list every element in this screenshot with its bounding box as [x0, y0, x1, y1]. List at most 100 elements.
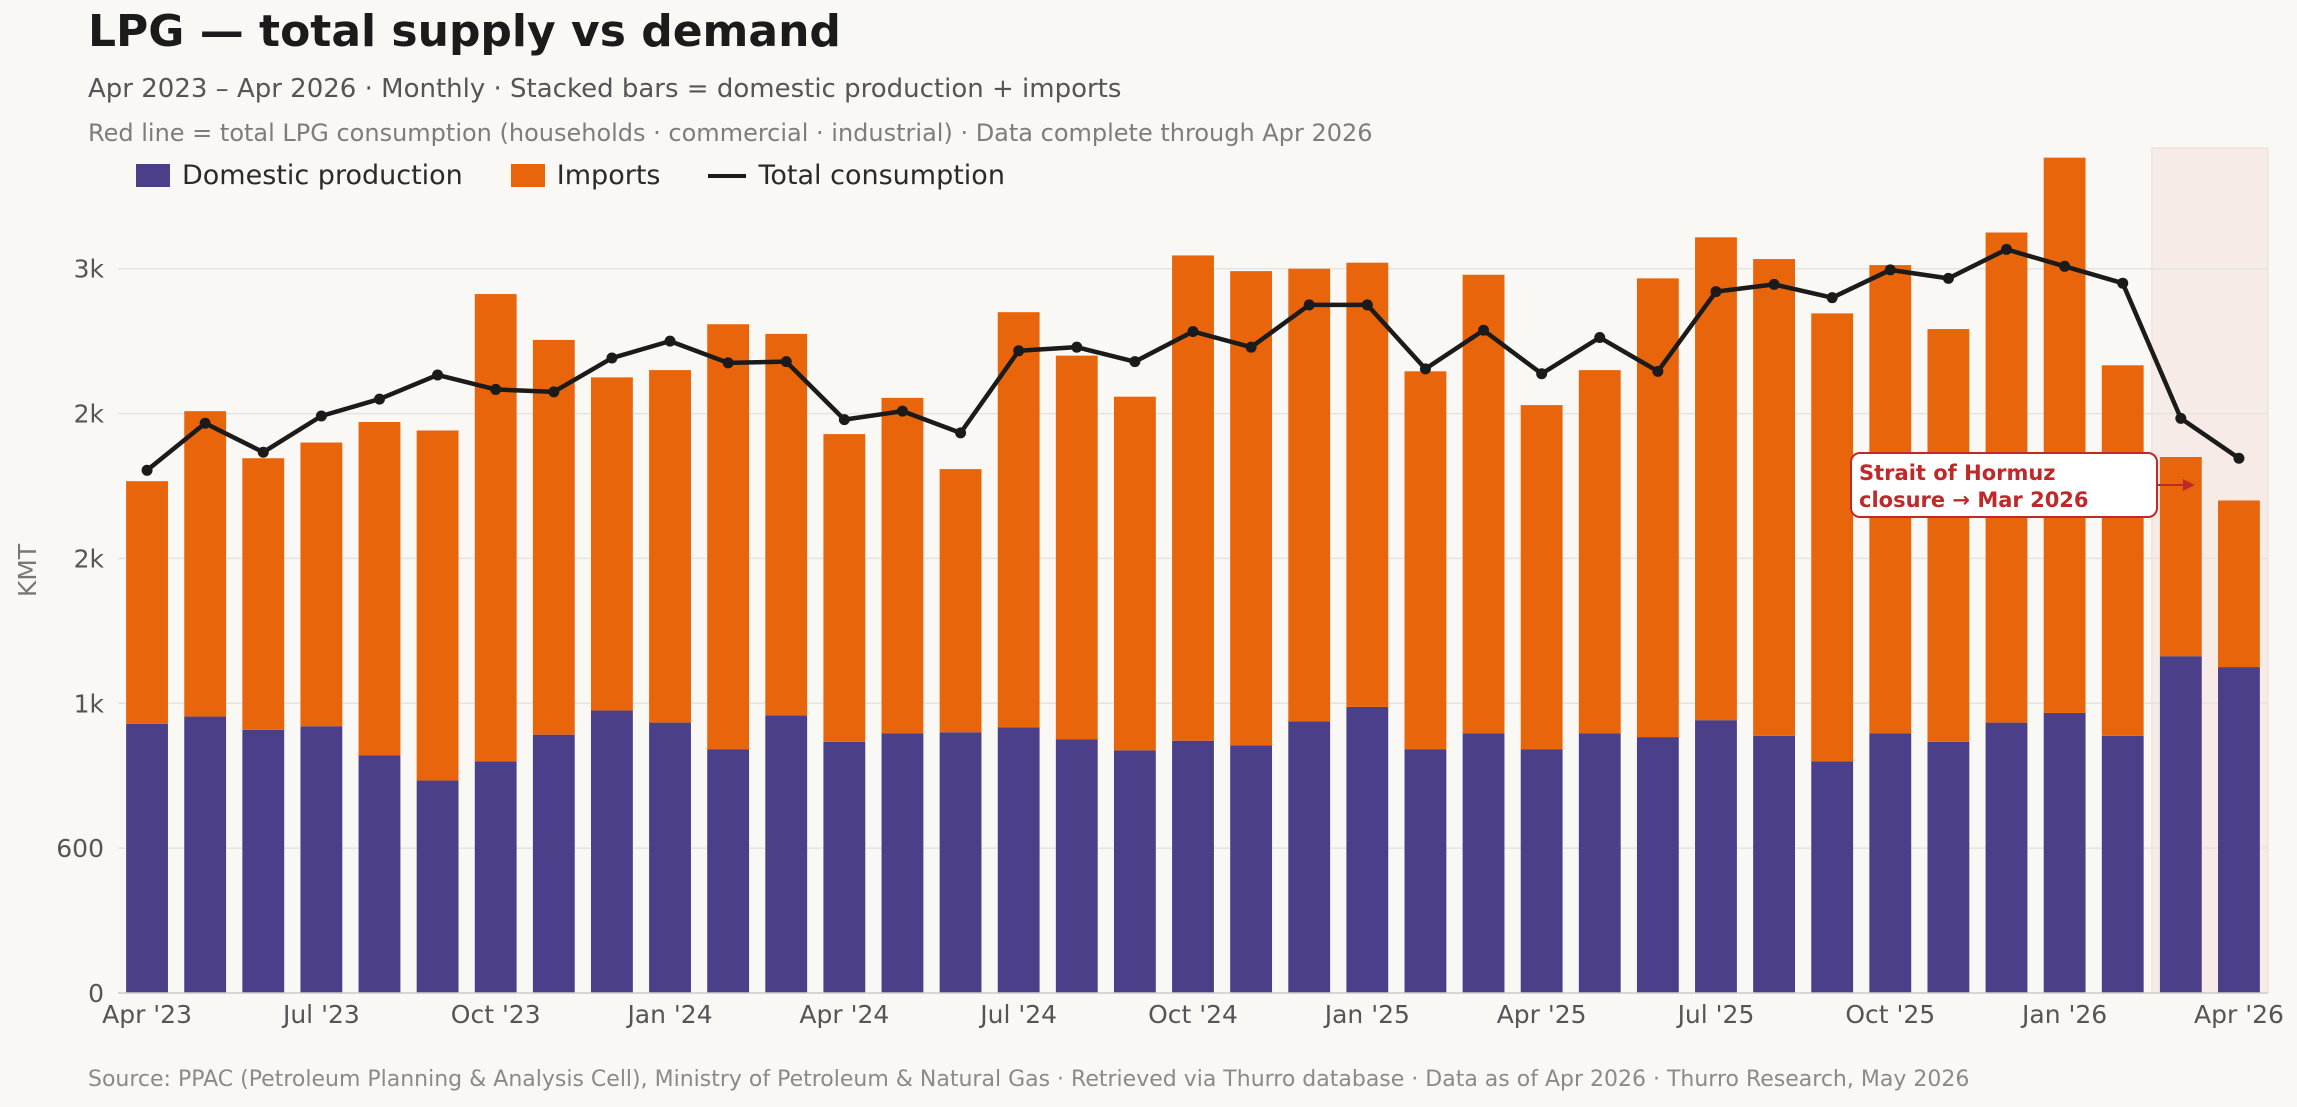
- bar-imports: [997, 312, 1040, 728]
- consumption-point: [606, 352, 618, 364]
- bar-domestic: [707, 749, 750, 993]
- y-tick-label: 600: [56, 834, 104, 863]
- consumption-point: [141, 464, 153, 476]
- bar-domestic: [358, 755, 401, 993]
- bar-domestic: [1113, 750, 1156, 993]
- x-tick-label: Oct '24: [1148, 1000, 1238, 1029]
- bar-domestic: [765, 715, 808, 993]
- bar-domestic: [1985, 722, 2028, 993]
- bar-domestic: [1695, 720, 1737, 993]
- legend-swatch-consumption: [708, 173, 747, 178]
- bar-imports: [358, 422, 401, 756]
- bar-domestic: [2101, 735, 2144, 993]
- bar-imports: [1927, 329, 1970, 742]
- bar-imports: [707, 324, 750, 750]
- consumption-point: [1884, 264, 1896, 276]
- bar-imports: [1113, 396, 1156, 751]
- chart-title: LPG — total supply vs demand: [88, 6, 841, 57]
- bar-domestic: [184, 716, 227, 993]
- legend-label-imports: Imports: [556, 160, 661, 191]
- y-axis-label: KMT: [13, 543, 42, 597]
- consumption-point: [664, 335, 676, 347]
- x-tick-label: Jan '26: [2020, 1000, 2107, 1029]
- x-tick-label: Apr '24: [799, 1000, 889, 1029]
- bar-imports: [1462, 274, 1505, 734]
- bar-domestic: [416, 780, 459, 993]
- bar-imports: [1695, 237, 1737, 721]
- consumption-point: [1710, 286, 1722, 298]
- consumption-point: [1071, 341, 1083, 353]
- bar-imports: [532, 339, 575, 735]
- consumption-point: [315, 410, 327, 422]
- x-tick-label: Apr '23: [102, 1000, 192, 1029]
- consumption-point: [896, 405, 908, 417]
- bar-imports: [1753, 259, 1795, 736]
- legend-swatch-imports: [510, 164, 545, 187]
- bar-imports: [823, 434, 866, 742]
- bar-imports: [1404, 371, 1447, 750]
- y-tick-label: 1k: [74, 689, 105, 718]
- bar-imports: [1288, 268, 1331, 722]
- consumption-point: [1652, 365, 1664, 377]
- bar-imports: [300, 442, 343, 727]
- consumption-point: [838, 414, 850, 426]
- x-tick-label: Jul '23: [281, 1000, 360, 1029]
- consumption-point: [257, 446, 269, 458]
- x-tick-label: Oct '23: [451, 1000, 541, 1029]
- legend-item-imports: Imports: [510, 160, 661, 191]
- bar-domestic: [126, 723, 168, 993]
- consumption-point: [548, 386, 560, 398]
- x-tick-label: Apr '26: [2194, 1000, 2284, 1029]
- bar-imports: [939, 469, 982, 733]
- bar-imports: [2218, 500, 2260, 668]
- bar-imports: [2159, 457, 2202, 657]
- bar-domestic: [1404, 749, 1447, 993]
- chart-note: Red line = total LPG consumption (househ…: [88, 119, 1373, 147]
- source-note: Source: PPAC (Petroleum Planning & Analy…: [88, 1067, 1970, 1092]
- y-tick-label: 2k: [74, 400, 105, 429]
- bar-imports: [2043, 157, 2086, 713]
- bar-domestic: [1462, 733, 1505, 993]
- chart-legend: Domestic production Imports Total consum…: [136, 160, 1005, 191]
- consumption-point: [780, 356, 792, 368]
- bar-domestic: [2043, 712, 2086, 993]
- bar-domestic: [1811, 761, 1854, 993]
- consumption-point: [955, 427, 967, 439]
- bar-domestic: [242, 729, 285, 993]
- bar-imports: [184, 411, 227, 717]
- bar-domestic: [997, 727, 1040, 993]
- bar-imports: [1578, 370, 1621, 734]
- consumption-point: [490, 383, 502, 395]
- x-tick-label: Jul '25: [1676, 1000, 1755, 1029]
- y-tick-label: 3k: [74, 255, 105, 284]
- consumption-point: [373, 393, 385, 405]
- legend-label-domestic: Domestic production: [182, 160, 463, 191]
- bar-imports: [649, 370, 691, 723]
- consumption-point: [432, 369, 444, 381]
- bar-domestic: [1753, 735, 1795, 993]
- x-tick-label: Jul '24: [978, 1000, 1057, 1029]
- consumption-point: [1013, 345, 1025, 357]
- consumption-point: [1536, 368, 1548, 380]
- consumption-point: [2059, 260, 2071, 272]
- x-tick-label: Jan '25: [1323, 1000, 1410, 1029]
- consumption-point: [2117, 277, 2129, 289]
- bar-domestic: [1172, 740, 1214, 993]
- y-tick-label: 2k: [74, 544, 105, 573]
- annotation-arrow-head: [2182, 479, 2195, 491]
- bar-domestic: [591, 710, 633, 993]
- bar-domestic: [1520, 749, 1563, 993]
- consumption-point: [1826, 292, 1838, 304]
- bar-imports: [2101, 365, 2144, 736]
- bar-imports: [474, 294, 517, 762]
- consumption-point: [199, 417, 211, 429]
- consumption-point: [722, 357, 734, 369]
- consumption-point: [1942, 272, 1954, 284]
- bar-domestic: [1869, 733, 1912, 993]
- x-tick-label: Jan '24: [625, 1000, 712, 1029]
- y-tick-label: 0: [88, 979, 104, 1008]
- x-tick-label: Apr '25: [1497, 1000, 1587, 1029]
- bar-domestic: [2159, 656, 2202, 993]
- annotation-line1: Strait of Hormuz: [1859, 461, 2056, 485]
- legend-swatch-domestic: [136, 164, 170, 187]
